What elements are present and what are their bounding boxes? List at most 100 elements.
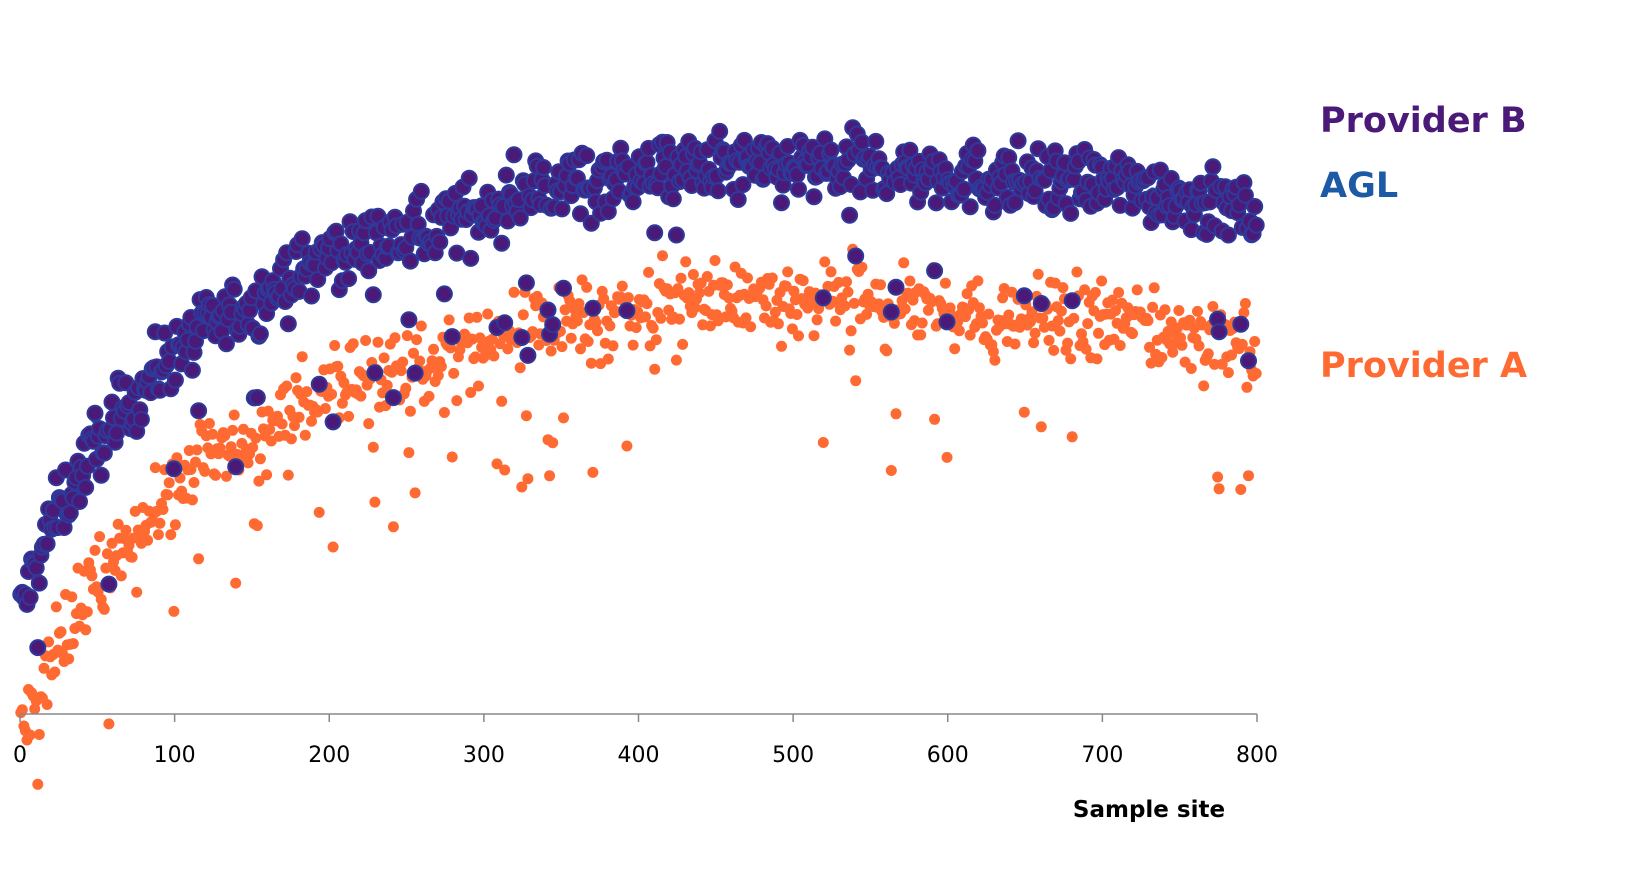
data-point: [77, 478, 95, 496]
data-point: [360, 335, 372, 346]
data-point: [250, 432, 262, 444]
x-axis-title: Sample site: [1073, 797, 1225, 823]
data-point: [598, 293, 610, 305]
data-point: [183, 361, 201, 379]
data-point: [882, 303, 900, 321]
data-point: [343, 410, 355, 422]
data-point: [677, 338, 689, 350]
data-point: [217, 335, 235, 353]
data-point: [887, 278, 905, 296]
data-point: [1032, 295, 1050, 312]
data-point: [1009, 132, 1027, 150]
data-point: [448, 367, 460, 379]
data-point: [227, 424, 239, 436]
data-point: [49, 666, 61, 678]
data-point: [157, 504, 169, 515]
x-tick-label: 300: [463, 743, 505, 768]
data-point: [355, 390, 367, 402]
data-point: [227, 458, 245, 476]
data-point: [516, 481, 528, 493]
data-point: [149, 462, 161, 474]
data-point: [916, 317, 928, 329]
data-point: [21, 588, 39, 606]
data-point: [830, 315, 842, 327]
data-point: [406, 364, 424, 382]
data-point: [1080, 343, 1092, 355]
data-point: [650, 334, 662, 346]
data-point: [242, 457, 254, 469]
data-point: [1131, 284, 1143, 296]
data-point: [203, 418, 215, 429]
data-point: [1089, 287, 1101, 298]
data-point: [522, 473, 534, 485]
data-point: [1003, 309, 1015, 321]
data-point: [220, 470, 232, 482]
data-point: [760, 300, 772, 312]
data-point: [1226, 349, 1237, 361]
data-point: [193, 553, 205, 565]
data-point: [1082, 318, 1094, 330]
data-point: [465, 387, 477, 398]
data-point: [169, 519, 181, 531]
data-point: [1037, 312, 1049, 324]
data-point: [186, 494, 198, 506]
data-point: [641, 298, 653, 310]
data-point: [1239, 298, 1251, 309]
data-point: [162, 489, 174, 501]
data-point: [279, 315, 297, 333]
data-point: [811, 314, 823, 326]
data-point: [1066, 431, 1078, 443]
data-point: [1062, 204, 1080, 222]
data-point: [1043, 334, 1055, 346]
data-point: [1142, 315, 1154, 327]
data-point: [573, 298, 585, 310]
data-point: [766, 272, 778, 284]
data-point: [989, 354, 1001, 366]
data-point: [1114, 340, 1126, 351]
data-point: [363, 418, 375, 430]
data-point: [154, 517, 166, 529]
data-point: [293, 230, 311, 248]
x-tick-label: 0: [13, 743, 27, 768]
data-point: [657, 250, 668, 262]
x-tick-label: 600: [927, 743, 969, 768]
data-point: [680, 256, 692, 268]
data-point: [841, 276, 852, 288]
data-point: [326, 388, 338, 400]
data-point: [955, 180, 973, 198]
data-point: [987, 346, 999, 358]
data-point: [1028, 337, 1040, 349]
data-point: [282, 469, 294, 481]
data-point: [431, 233, 449, 251]
data-point: [299, 429, 311, 441]
data-point: [152, 529, 164, 541]
data-point: [401, 252, 419, 270]
x-ticks: 0 100 200 300 400 500 600 700 800: [13, 714, 1278, 768]
data-point: [1055, 305, 1067, 317]
data-point: [624, 193, 642, 211]
data-point: [938, 313, 956, 331]
data-point: [30, 574, 48, 592]
data-point: [647, 322, 659, 334]
data-point: [773, 194, 790, 212]
data-point: [1202, 348, 1214, 360]
data-point: [395, 365, 407, 377]
data-point: [432, 370, 444, 381]
data-point: [1184, 314, 1196, 326]
data-point: [347, 338, 359, 350]
data-point: [1035, 421, 1047, 433]
data-point: [519, 346, 537, 364]
data-point: [95, 444, 113, 462]
data-point: [313, 506, 325, 518]
data-point: [403, 447, 415, 459]
data-point: [493, 234, 511, 252]
data-point: [817, 437, 829, 448]
data-point: [126, 551, 138, 563]
data-point: [1052, 315, 1064, 327]
data-point: [517, 309, 529, 321]
data-point: [491, 458, 503, 470]
data-point: [997, 292, 1009, 304]
data-point: [867, 132, 885, 150]
data-point: [939, 277, 951, 289]
data-point: [1148, 282, 1160, 294]
